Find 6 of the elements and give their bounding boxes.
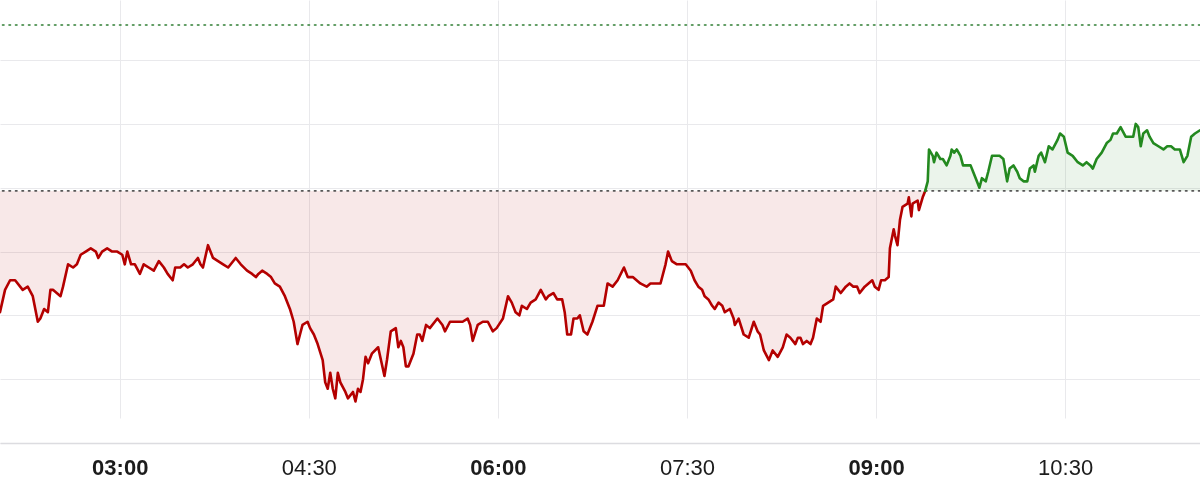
x-tick-label: 07:30: [659, 454, 716, 480]
x-tick-label: 09:00: [848, 454, 905, 480]
x-tick-label: 03:00: [92, 454, 149, 480]
x-tick-label: 06:00: [470, 454, 527, 480]
x-tick-label: 10:30: [1038, 454, 1094, 480]
x-tick-label: 04:30: [281, 454, 337, 480]
